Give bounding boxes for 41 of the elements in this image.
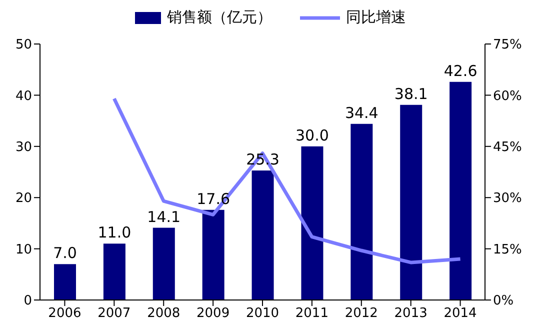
bar [450,82,472,300]
y2-tick-label: 75% [493,38,522,53]
y-tick-label: 10 [15,242,32,258]
bar [202,210,224,300]
bar [350,124,373,300]
x-tick-label: 2007 [98,306,131,322]
x-tick-label: 2013 [394,306,428,322]
data-label: 14.1 [147,208,181,226]
y2-tick-label: 15% [493,242,522,258]
y-tick-label: 20 [15,191,32,206]
x-tick-label: 2012 [344,306,378,322]
bar [54,264,76,300]
y2-tick-label: 30% [493,191,522,206]
bar [252,170,274,300]
y-tick-label: 50 [15,38,32,53]
bar [400,104,422,300]
legend-label: 同比增速 [346,8,406,27]
y2-tick-label: 45% [493,140,522,156]
x-tick-label: 2014 [444,306,477,322]
y-tick-label: 40 [15,88,32,104]
x-tick-label: 2006 [48,306,82,322]
data-label: 11.0 [98,224,132,242]
y2-tick-label: 0% [493,294,514,309]
x-tick-label: 2008 [147,306,180,322]
x-tick-label: 2009 [196,306,230,322]
bar [152,228,175,300]
y2-tick-label: 60% [493,88,522,104]
y-tick-label: 30 [15,140,32,156]
data-label: 30.0 [296,126,329,144]
data-label: 25.3 [246,150,280,168]
data-label: 42.6 [444,62,478,80]
legend-label: 销售额（亿元） [167,8,272,27]
data-label: 17.6 [196,190,230,208]
data-label: 38.1 [394,84,428,103]
data-label: 34.4 [344,104,378,122]
y-tick-label: 0 [24,294,32,309]
x-tick-label: 2010 [246,306,280,322]
data-label: 7.0 [53,244,77,262]
x-tick-label: 2011 [295,306,328,322]
bar [301,146,324,300]
bar [103,244,126,300]
